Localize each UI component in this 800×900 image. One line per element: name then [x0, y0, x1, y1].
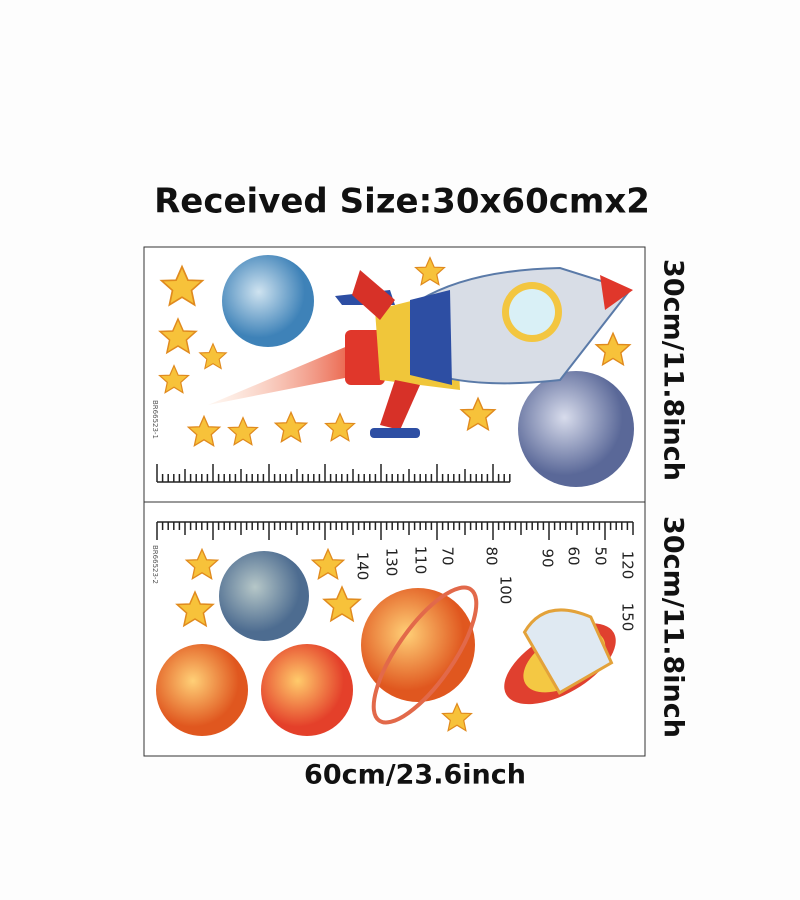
title: Received Size:30x60cmx2 — [154, 182, 650, 222]
ruler-numbers: 120 150 50 60 90 100 80 70 110 130 140 — [354, 546, 637, 632]
ruler-number: 90 — [539, 548, 557, 567]
ruler-number: 110 — [412, 546, 430, 575]
ruler-number: 80 — [483, 546, 501, 565]
ruler-number: 70 — [439, 546, 457, 565]
ruler-number: 130 — [383, 548, 401, 577]
ruler-number: 150 — [619, 603, 637, 632]
panel-code: BR66523-2 — [151, 545, 159, 584]
height-label: 30cm/11.8inch — [658, 516, 689, 738]
ruler-number: 100 — [497, 576, 515, 605]
rulers — [156, 464, 634, 540]
ruler-number: 60 — [565, 546, 583, 565]
ruler-number: 140 — [354, 552, 372, 581]
panel-2-art — [156, 548, 616, 736]
height-label: 30cm/11.8inch — [658, 259, 689, 481]
panel-1-art — [159, 255, 634, 487]
panel-code: BR66523-1 — [151, 400, 159, 439]
ruler-number: 50 — [592, 546, 610, 565]
ruler-number: 120 — [619, 551, 637, 580]
width-label: 60cm/23.6inch — [304, 760, 526, 791]
